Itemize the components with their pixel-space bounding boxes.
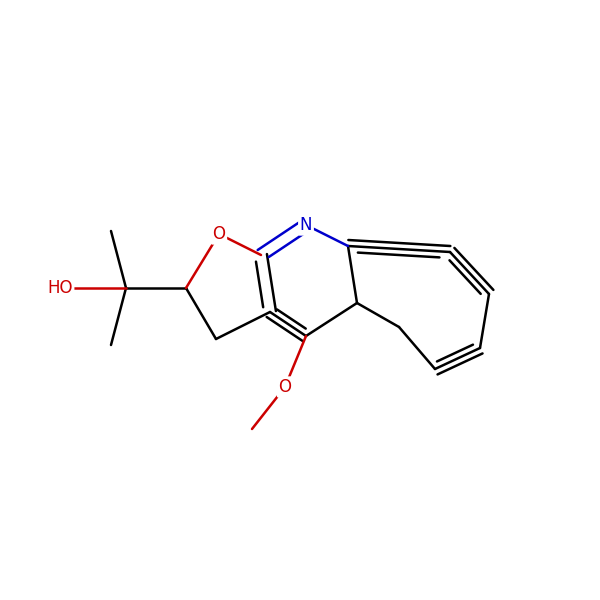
Text: HO: HO <box>47 279 73 297</box>
Text: N: N <box>300 216 312 234</box>
Text: O: O <box>278 378 292 396</box>
Text: O: O <box>212 225 226 243</box>
